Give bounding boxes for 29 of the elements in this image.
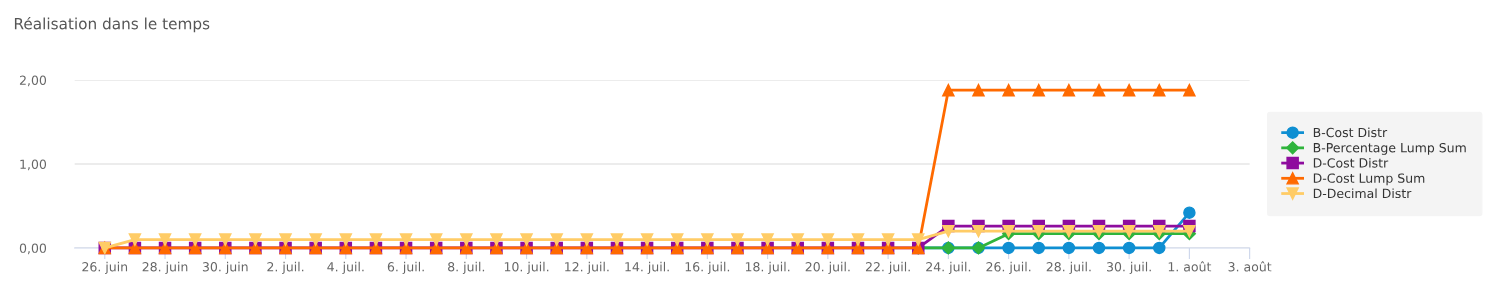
- y-tick-label: 1,00: [20, 159, 47, 171]
- x-tick-label: 2. juil.: [267, 261, 304, 274]
- chart-title: Réalisation dans le temps: [14, 16, 210, 33]
- x-tick-label: 26. juil.: [986, 261, 1031, 274]
- x-tick-label: 26. juin: [82, 261, 128, 274]
- legend-label: D-Cost Distr: [1313, 157, 1389, 168]
- y-tick-label: 0,00: [19, 243, 47, 255]
- x-tick-label: 30. juil.: [1107, 261, 1151, 274]
- legend-label: D-Cost Lump Sum: [1313, 173, 1425, 186]
- x-tick-label: 28. juil.: [1046, 261, 1091, 274]
- legend-label: D-Decimal Distr: [1313, 188, 1412, 199]
- x-tick-label: 24. juil.: [926, 261, 971, 274]
- x-tick-label: 6. juil.: [387, 261, 424, 274]
- legend-label: B-Cost Distr: [1313, 127, 1388, 138]
- x-tick-label: 14. juil.: [625, 261, 669, 274]
- x-tick-label: 10. juil.: [504, 261, 549, 274]
- x-tick-label: 30. juin: [202, 261, 248, 274]
- x-tick-label: 8. juil.: [448, 261, 485, 274]
- x-tick-label: 16. juil.: [685, 261, 730, 274]
- y-tick-label: 2,00: [19, 75, 47, 87]
- x-tick-label: 28. juin: [142, 261, 188, 274]
- x-tick-label: 22. juil.: [865, 261, 910, 274]
- x-tick-label: 3. août: [1228, 261, 1272, 272]
- x-tick-label: 1. août: [1168, 261, 1212, 272]
- x-tick-label: 20. juil.: [805, 261, 850, 274]
- legend-label: B-Percentage Lump Sum: [1313, 142, 1466, 155]
- x-tick-label: 12. juil.: [565, 261, 609, 274]
- x-tick-label: 4. juil.: [327, 261, 364, 274]
- x-tick-label: 18. juil.: [745, 261, 790, 274]
